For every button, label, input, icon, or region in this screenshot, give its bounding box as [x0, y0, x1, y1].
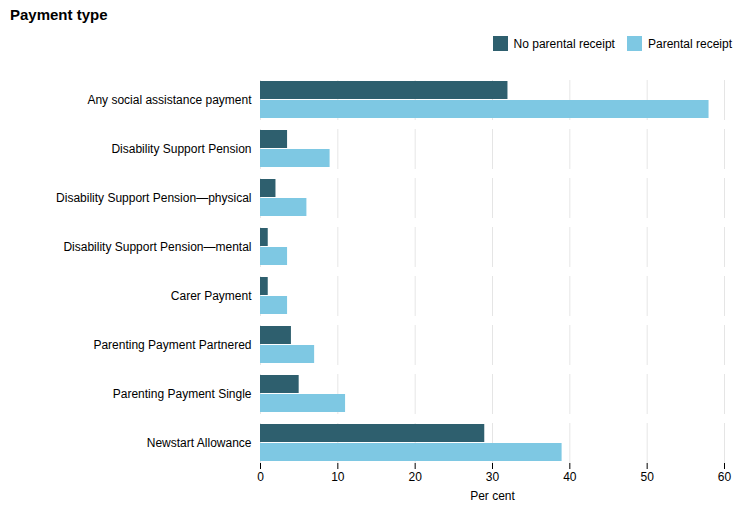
svg-text:40: 40: [563, 470, 577, 484]
svg-text:10: 10: [331, 470, 345, 484]
svg-text:Any social assistance payment: Any social assistance payment: [87, 93, 252, 107]
svg-text:Disability Support Pension—phy: Disability Support Pension—physical: [56, 191, 251, 205]
html-text:No parental receipt: No parental receipt: [513, 36, 615, 51]
svg-text:Disability Support Pension—men: Disability Support Pension—mental: [63, 240, 251, 254]
svg-text:Parenting Payment Single: Parenting Payment Single: [113, 387, 252, 401]
svg-text:30: 30: [486, 470, 500, 484]
svg-text:Per cent: Per cent: [470, 489, 515, 503]
html-text:Payment type: Payment type: [10, 6, 108, 23]
svg-text:20: 20: [408, 470, 422, 484]
html-text:Parental receipt: Parental receipt: [648, 36, 732, 51]
svg-text:Disability Support Pension: Disability Support Pension: [111, 142, 251, 156]
svg-text:60: 60: [718, 470, 732, 484]
svg-text:50: 50: [640, 470, 654, 484]
svg-text:Parenting Payment Partnered: Parenting Payment Partnered: [93, 338, 251, 352]
svg-text:Carer Payment: Carer Payment: [171, 289, 252, 303]
svg-text:0: 0: [257, 470, 264, 484]
svg-text:Newstart Allowance: Newstart Allowance: [147, 436, 252, 450]
